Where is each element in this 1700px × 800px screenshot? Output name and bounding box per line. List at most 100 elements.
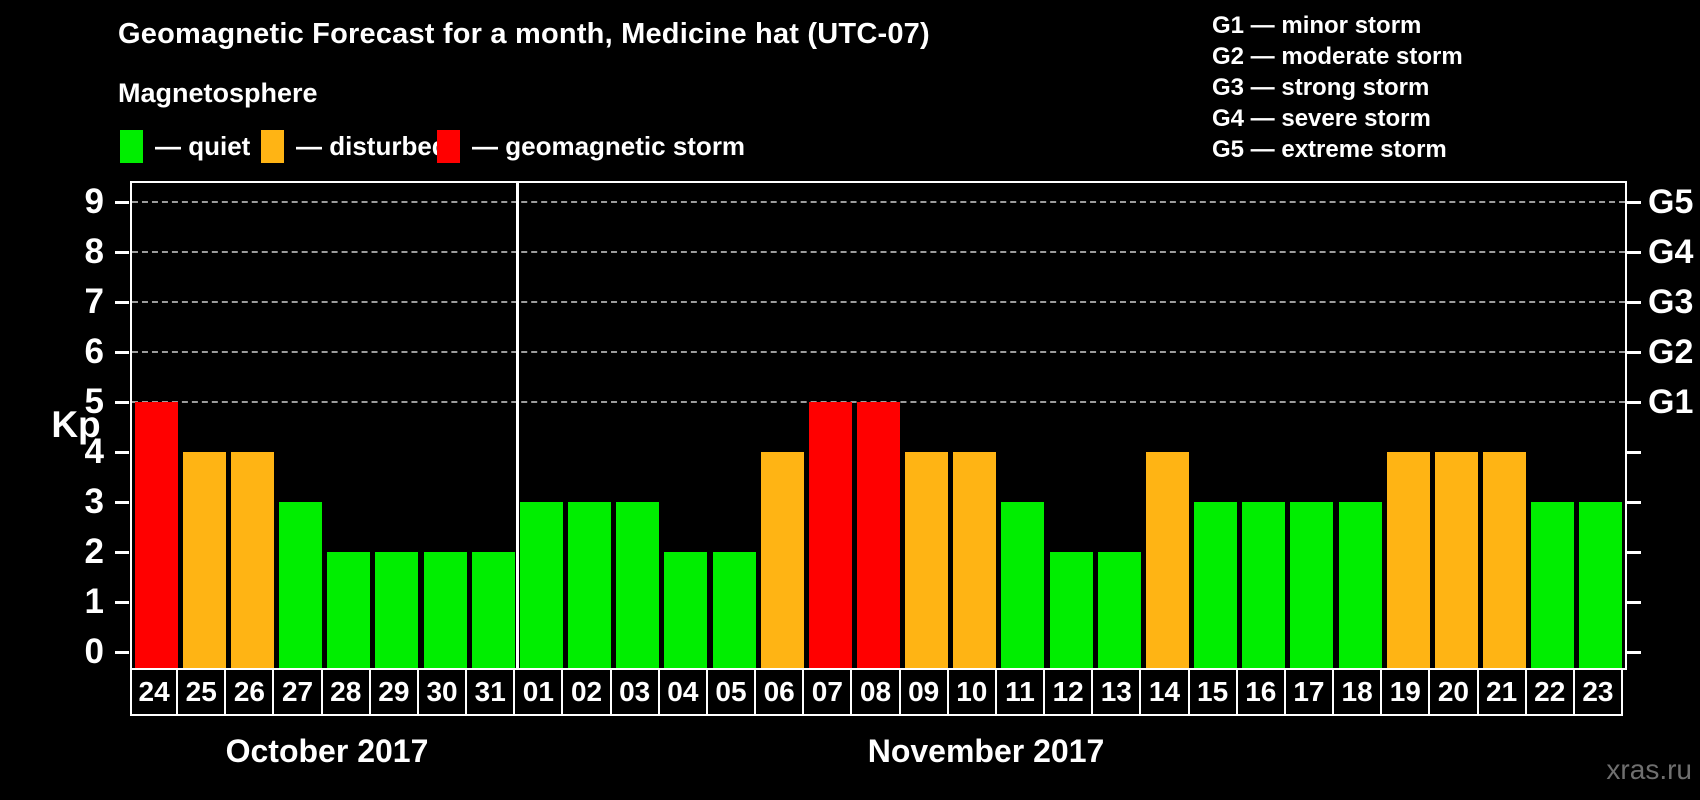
legend-item-disturbed: — disturbed [261, 130, 448, 163]
legend-item-quiet: — quiet [120, 130, 250, 163]
legend-label-quiet: — quiet [155, 131, 251, 161]
y-tick-left-8 [115, 251, 129, 254]
y-tick-right-4 [1627, 451, 1641, 454]
date-cell-nov-07: 07 [804, 668, 853, 716]
kp-bar-nov-18 [1338, 502, 1382, 668]
g-scale-legend: G1 — minor storm G2 — moderate storm G3 — … [1212, 10, 1463, 165]
chart-title: Geomagnetic Forecast for a month, Medici… [118, 18, 930, 50]
y-tick-right-1 [1627, 601, 1641, 604]
date-cell-nov-23: 23 [1574, 668, 1623, 716]
date-cell-nov-09: 09 [900, 668, 949, 716]
date-cell-nov-06: 06 [756, 668, 805, 716]
y-tick-left-9 [115, 201, 129, 204]
date-cell-nov-14: 14 [1141, 668, 1190, 716]
kp-bar-nov-22 [1531, 502, 1575, 668]
y-axis-title: Kp [51, 404, 101, 445]
kp-bar-oct-24 [134, 402, 178, 668]
gridline-g5 [132, 201, 1625, 203]
kp-bar-nov-17 [1290, 502, 1334, 668]
date-cell-nov-05: 05 [707, 668, 757, 716]
legend-swatch-disturbed [261, 130, 284, 163]
date-cell-oct-27: 27 [274, 668, 323, 716]
kp-bar-nov-16 [1242, 502, 1286, 668]
month-label-october: October 2017 [225, 733, 429, 769]
kp-bar-nov-15 [1194, 502, 1238, 668]
kp-bar-nov-11 [1001, 502, 1045, 668]
kp-bar-nov-02 [568, 502, 612, 668]
kp-bar-nov-10 [953, 452, 997, 668]
kp-bar-nov-23 [1579, 502, 1623, 668]
legend-swatch-storm [437, 130, 460, 163]
date-cell-oct-29: 29 [370, 668, 419, 716]
date-cell-nov-02: 02 [563, 668, 612, 716]
date-cell-oct-28: 28 [322, 668, 371, 716]
date-cell-nov-01: 01 [515, 668, 564, 716]
watermark: xras.ru [1606, 754, 1692, 785]
y-tick-left-4 [115, 451, 129, 454]
y-tick-left-7 [115, 301, 129, 304]
kp-bar-nov-13 [1097, 552, 1141, 668]
y-axis-label-0: 0 [84, 632, 104, 671]
date-cell-nov-03: 03 [611, 668, 660, 716]
kp-bar-nov-09 [905, 452, 949, 668]
kp-bar-oct-28 [327, 552, 371, 668]
kp-bar-nov-03 [616, 502, 660, 668]
magnetosphere-legend: — quiet — disturbed — geomagnetic storm [0, 130, 1100, 170]
date-cell-nov-04: 04 [659, 668, 708, 716]
date-cell-oct-25: 25 [178, 668, 227, 716]
y-tick-right-0 [1627, 651, 1641, 654]
g-legend-line-g2: G2 — moderate storm [1212, 43, 1463, 70]
date-cell-nov-13: 13 [1093, 668, 1142, 716]
y-tick-right-5 [1627, 401, 1641, 404]
y-axis-label-3: 3 [84, 482, 104, 521]
y-tick-left-5 [115, 401, 129, 404]
legend-label-storm: — geomagnetic storm [472, 131, 746, 161]
gridline-g2 [132, 351, 1625, 353]
month-label-november: November 2017 [867, 733, 1105, 769]
y-tick-left-6 [115, 351, 129, 354]
g-legend-line-g1: G1 — minor storm [1212, 12, 1422, 39]
kp-bar-nov-07 [808, 402, 852, 668]
kp-bar-nov-01 [519, 502, 563, 668]
date-cell-nov-08: 08 [852, 668, 901, 716]
date-cell-nov-21: 21 [1478, 668, 1527, 716]
kp-bar-nov-20 [1434, 452, 1478, 668]
y-tick-right-7 [1627, 301, 1641, 304]
g-axis-label-g3: G3 [1648, 283, 1694, 321]
month-separator-line [515, 183, 519, 668]
kp-bar-nov-19 [1386, 452, 1430, 668]
magnetosphere-legend-title: Magnetosphere [118, 78, 318, 108]
kp-bar-oct-30 [423, 552, 467, 668]
g-axis-label-g5: G5 [1648, 183, 1694, 221]
date-cell-nov-18: 18 [1334, 668, 1383, 716]
y-tick-left-0 [115, 651, 129, 654]
g-legend-line-g5: G5 — extreme storm [1212, 136, 1447, 163]
y-axis-label-1: 1 [84, 582, 104, 621]
date-cell-nov-19: 19 [1382, 668, 1431, 716]
y-axis-label-8: 8 [84, 232, 104, 271]
gridline-g4 [132, 251, 1625, 253]
kp-bar-nov-06 [760, 452, 804, 668]
legend-swatch-quiet [120, 130, 143, 163]
date-cell-oct-30: 30 [418, 668, 468, 716]
g-axis-label-g1: G1 [1648, 383, 1694, 421]
y-tick-left-1 [115, 601, 129, 604]
legend-label-disturbed: — disturbed [296, 131, 448, 161]
kp-bar-nov-05 [712, 552, 756, 668]
date-cell-nov-10: 10 [948, 668, 997, 716]
y-tick-left-3 [115, 501, 129, 504]
g-legend-line-g4: G4 — severe storm [1212, 105, 1431, 132]
g-axis-label-g4: G4 [1648, 233, 1694, 271]
date-cell-nov-20: 20 [1430, 668, 1479, 716]
date-cell-nov-15: 15 [1189, 668, 1238, 716]
date-axis: 24 25 26 27 28 29 30 31 01 02 03 04 05 06 07 08 09 10 11 12… [130, 668, 1623, 716]
kp-bar-oct-26 [230, 452, 274, 668]
y-tick-right-2 [1627, 551, 1641, 554]
gridline-g3 [132, 301, 1625, 303]
kp-bar-oct-25 [182, 452, 226, 668]
date-cell-nov-17: 17 [1285, 668, 1335, 716]
y-axis-label-7: 7 [84, 282, 104, 321]
plot-area: 0 1 2 3 4 5 G1 6 G2 7 G3 8 G4 9 G5 [85, 181, 1693, 671]
kp-bar-oct-29 [375, 552, 419, 668]
